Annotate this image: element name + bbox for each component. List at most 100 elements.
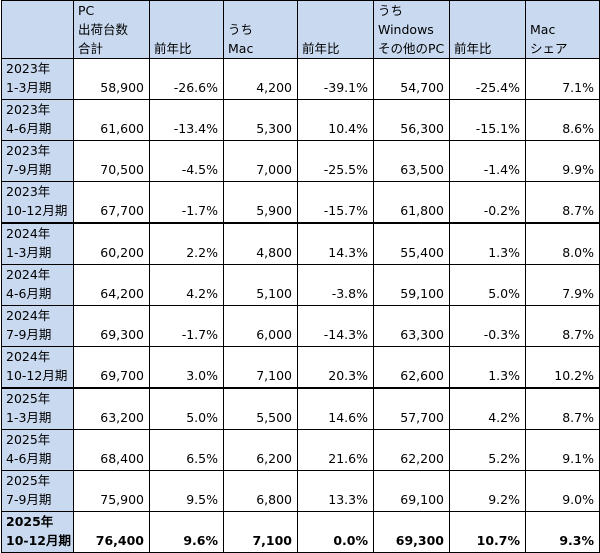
windows-cell: 55,400: [373, 222, 450, 265]
windows-cell: 61,800: [373, 181, 450, 224]
table-row: 2025年 1-3月期 63,200 5.0% 5,500 14.6% 57,70…: [1, 387, 600, 430]
mac-cell: 6,800: [223, 470, 298, 512]
windows-cell: 69,100: [373, 470, 450, 512]
pc-total-cell: 63,200: [73, 387, 150, 430]
header-mac-share: Mac シェア: [525, 0, 600, 59]
header-windows-yoy: 前年比: [449, 0, 526, 59]
windows-cell: 54,700: [373, 58, 450, 100]
mac-cell: 6,000: [223, 305, 298, 347]
windows-yoy-cell: 10.7%: [449, 511, 526, 553]
pc-yoy-cell: -13.4%: [149, 99, 224, 141]
period-cell: 2024年 7-9月期: [1, 305, 74, 347]
windows-cell: 62,200: [373, 429, 450, 471]
mac-yoy-cell: -39.1%: [297, 58, 374, 100]
mac-cell: 7,100: [223, 346, 298, 389]
mac-cell: 4,800: [223, 222, 298, 265]
mac-yoy-cell: -3.8%: [297, 264, 374, 306]
period-cell: 2025年 1-3月期: [1, 387, 74, 430]
mac-yoy-cell: -14.3%: [297, 305, 374, 347]
pc-total-cell: 58,900: [73, 58, 150, 100]
pc-total-cell: 76,400: [73, 511, 150, 553]
windows-yoy-cell: 1.3%: [449, 346, 526, 389]
mac-share-cell: 9.9%: [525, 140, 600, 182]
pc-yoy-cell: 9.6%: [149, 511, 224, 553]
table-row: 2024年 10-12月期 69,700 3.0% 7,100 20.3% 62,…: [1, 346, 600, 389]
mac-yoy-cell: 20.3%: [297, 346, 374, 389]
period-cell: 2024年 4-6月期: [1, 264, 74, 306]
pc-yoy-cell: 3.0%: [149, 346, 224, 389]
pc-total-cell: 67,700: [73, 181, 150, 224]
windows-cell: 56,300: [373, 99, 450, 141]
header-windows-other: うち Windows その他のPC: [373, 0, 450, 59]
mac-cell: 5,900: [223, 181, 298, 224]
header-row: PC 出荷台数 合計 前年比 うち Mac 前年比 うち Windows その他…: [1, 0, 600, 59]
table-row: 2025年 4-6月期 68,400 6.5% 6,200 21.6% 62,20…: [1, 429, 600, 471]
table-row: 2024年 1-3月期 60,200 2.2% 4,800 14.3% 55,40…: [1, 222, 600, 265]
pc-yoy-cell: 5.0%: [149, 387, 224, 430]
windows-yoy-cell: -25.4%: [449, 58, 526, 100]
period-cell: 2023年 7-9月期: [1, 140, 74, 182]
mac-share-cell: 10.2%: [525, 346, 600, 389]
windows-cell: 63,300: [373, 305, 450, 347]
mac-cell: 6,200: [223, 429, 298, 471]
pc-yoy-cell: -26.6%: [149, 58, 224, 100]
windows-yoy-cell: 5.2%: [449, 429, 526, 471]
table-row: 2023年 4-6月期 61,600 -13.4% 5,300 10.4% 56,…: [1, 99, 600, 141]
pc-yoy-cell: 4.2%: [149, 264, 224, 306]
period-cell: 2025年 10-12月期: [1, 511, 74, 553]
period-cell: 2024年 1-3月期: [1, 222, 74, 265]
windows-cell: 57,700: [373, 387, 450, 430]
windows-cell: 62,600: [373, 346, 450, 389]
pc-yoy-cell: 6.5%: [149, 429, 224, 471]
period-cell: 2023年 4-6月期: [1, 99, 74, 141]
header-mac-yoy: 前年比: [297, 0, 374, 59]
mac-yoy-cell: -15.7%: [297, 181, 374, 224]
windows-yoy-cell: 5.0%: [449, 264, 526, 306]
mac-yoy-cell: 14.6%: [297, 387, 374, 430]
windows-yoy-cell: 9.2%: [449, 470, 526, 512]
table-row: 2023年 1-3月期 58,900 -26.6% 4,200 -39.1% 54…: [1, 58, 600, 100]
windows-yoy-cell: -0.3%: [449, 305, 526, 347]
table-row: 2023年 7-9月期 70,500 -4.5% 7,000 -25.5% 63,…: [1, 140, 600, 182]
mac-cell: 5,500: [223, 387, 298, 430]
pc-total-cell: 68,400: [73, 429, 150, 471]
mac-share-cell: 8.7%: [525, 181, 600, 224]
mac-share-cell: 7.1%: [525, 58, 600, 100]
windows-yoy-cell: 4.2%: [449, 387, 526, 430]
mac-share-cell: 7.9%: [525, 264, 600, 306]
period-cell: 2025年 7-9月期: [1, 470, 74, 512]
mac-yoy-cell: 0.0%: [297, 511, 374, 553]
pc-total-cell: 75,900: [73, 470, 150, 512]
mac-yoy-cell: -25.5%: [297, 140, 374, 182]
windows-yoy-cell: -1.4%: [449, 140, 526, 182]
table-row: 2024年 7-9月期 69,300 -1.7% 6,000 -14.3% 63,…: [1, 305, 600, 347]
table-row: 2025年 7-9月期 75,900 9.5% 6,800 13.3% 69,10…: [1, 470, 600, 512]
period-cell: 2024年 10-12月期: [1, 346, 74, 389]
mac-cell: 5,100: [223, 264, 298, 306]
mac-share-cell: 9.1%: [525, 429, 600, 471]
windows-cell: 63,500: [373, 140, 450, 182]
pc-total-cell: 64,200: [73, 264, 150, 306]
mac-share-cell: 9.3%: [525, 511, 600, 553]
windows-yoy-cell: -15.1%: [449, 99, 526, 141]
mac-yoy-cell: 14.3%: [297, 222, 374, 265]
mac-cell: 5,300: [223, 99, 298, 141]
header-mac: うち Mac: [223, 0, 298, 59]
mac-share-cell: 9.0%: [525, 470, 600, 512]
mac-share-cell: 8.6%: [525, 99, 600, 141]
windows-cell: 59,100: [373, 264, 450, 306]
table-row: 2024年 4-6月期 64,200 4.2% 5,100 -3.8% 59,10…: [1, 264, 600, 306]
pc-total-cell: 69,300: [73, 305, 150, 347]
windows-yoy-cell: 1.3%: [449, 222, 526, 265]
header-pc-total: PC 出荷台数 合計: [73, 0, 150, 59]
pc-yoy-cell: -1.7%: [149, 181, 224, 224]
period-cell: 2025年 4-6月期: [1, 429, 74, 471]
windows-yoy-cell: -0.2%: [449, 181, 526, 224]
table-row-latest: 2025年 10-12月期 76,400 9.6% 7,100 0.0% 69,3…: [1, 511, 600, 553]
mac-share-cell: 8.7%: [525, 305, 600, 347]
table-row: 2023年 10-12月期 67,700 -1.7% 5,900 -15.7% 6…: [1, 181, 600, 224]
pc-total-cell: 61,600: [73, 99, 150, 141]
period-cell: 2023年 10-12月期: [1, 181, 74, 224]
mac-cell: 7,000: [223, 140, 298, 182]
